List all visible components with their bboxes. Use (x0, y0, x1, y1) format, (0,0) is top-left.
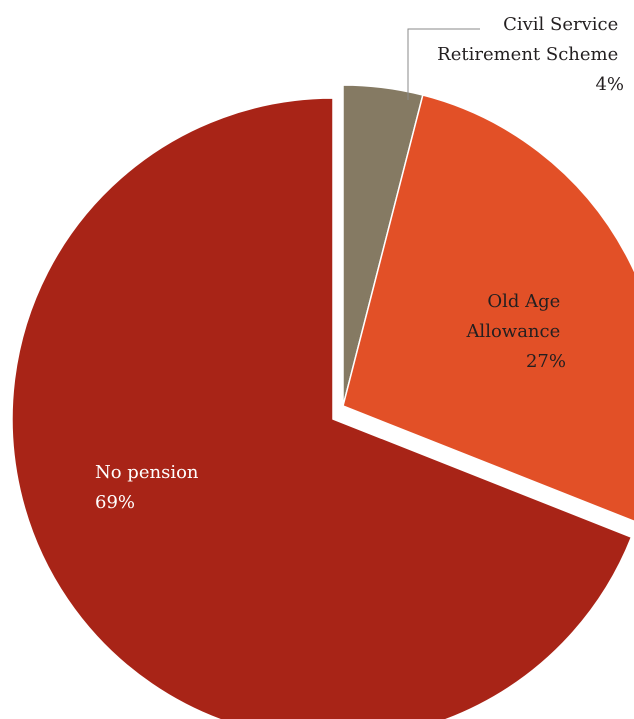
old-age-allowance-label-line-1: Old Age (487, 291, 560, 312)
slice-no-pension (11, 97, 633, 719)
no-pension-label-line-1: No pension (95, 462, 199, 483)
no-pension-value-label: 69% (95, 492, 135, 513)
old-age-allowance-value-label: 27% (526, 351, 566, 372)
civil-service-leader-line (407, 28, 480, 100)
civil-service-label-line-2: Retirement Scheme (437, 44, 618, 65)
old-age-allowance-label: Old Age Allowance 27% (465, 291, 566, 372)
no-pension-label: No pension 69% (95, 462, 204, 513)
civil-service-label: Civil Service Retirement Scheme 4% (437, 14, 624, 95)
old-age-allowance-label-line-2: Allowance (465, 321, 560, 342)
slice-old-age-allowance (342, 94, 634, 523)
civil-service-label-line-1: Civil Service (503, 14, 618, 35)
civil-service-value-label: 4% (595, 74, 624, 95)
pie-slices (11, 84, 634, 719)
